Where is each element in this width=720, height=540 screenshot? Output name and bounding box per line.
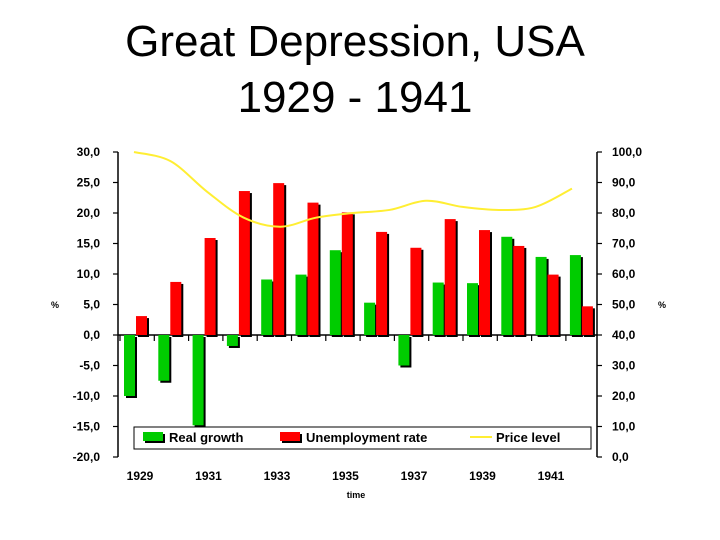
bar-unemployment <box>376 231 388 335</box>
bar-unemployment <box>204 238 216 335</box>
bar-unemployment <box>547 274 559 335</box>
bar-real-growth <box>432 282 444 335</box>
price-level-line <box>133 151 573 228</box>
bar-unemployment <box>170 281 182 335</box>
right-tick-label: 30,0 <box>612 359 636 373</box>
right-tick-label: 0,0 <box>612 450 629 464</box>
bar-unemployment <box>238 191 250 335</box>
x-tick-label: 1941 <box>538 469 565 483</box>
bar-unemployment <box>581 306 593 335</box>
right-tick-label: 70,0 <box>612 237 636 251</box>
bar-real-growth <box>569 255 581 335</box>
bar-real-growth <box>158 335 170 381</box>
right-tick-label: 50,0 <box>612 298 636 312</box>
bar-real-growth <box>364 302 376 335</box>
legend-real-growth-label: Real growth <box>169 430 243 445</box>
bar-unemployment <box>479 230 490 335</box>
bar-unemployment <box>307 202 319 335</box>
legend-unemployment-label: Unemployment rate <box>306 430 427 445</box>
left-tick-label: 5,0 <box>83 298 100 312</box>
x-tick-label: 1933 <box>264 469 291 483</box>
right-tick-label: 100,0 <box>612 145 642 159</box>
x-tick-label: 1931 <box>195 469 222 483</box>
left-tick-label: 20,0 <box>77 206 101 220</box>
left-tick-label: 10,0 <box>77 267 101 281</box>
bar-real-growth <box>329 250 341 335</box>
x-tick-label: 1929 <box>127 469 154 483</box>
labels: 30,0 25,0 20,0 15,0 10,0 5,0 0,0 -5,0 -10,0 -15,0… <box>51 145 666 500</box>
left-tick-label: -10,0 <box>73 389 101 403</box>
bar-real-growth <box>501 236 513 335</box>
left-tick-label: 25,0 <box>77 176 101 190</box>
right-tick-label: 20,0 <box>612 389 636 403</box>
legend-box <box>133 426 592 450</box>
left-tick-label: 0,0 <box>83 328 100 342</box>
bar-real-growth <box>467 283 478 335</box>
bar-real-growth <box>261 279 273 335</box>
left-tick-label: -15,0 <box>73 420 101 434</box>
left-axis-unit: % <box>51 300 59 310</box>
bar-unemployment <box>341 212 353 335</box>
bar-real-growth <box>226 335 238 346</box>
legend: Real growth Unemployment rate Price level <box>133 426 592 450</box>
bar-unemployment <box>410 247 422 335</box>
bar-unemployment <box>444 219 456 335</box>
price-line-group <box>133 151 573 228</box>
bar-real-growth <box>535 256 547 335</box>
legend-real-growth-swatch <box>143 432 163 441</box>
bar-unemployment <box>273 183 285 335</box>
legend-unemployment-swatch <box>280 432 300 441</box>
right-tick-label: 60,0 <box>612 267 636 281</box>
bar-real-growth <box>295 274 307 335</box>
bars <box>124 183 595 428</box>
bar-real-growth <box>398 335 410 366</box>
left-tick-label: -5,0 <box>79 359 100 373</box>
x-tick-label: 1937 <box>401 469 428 483</box>
right-tick-label: 90,0 <box>612 176 636 190</box>
title-line-1: Great Depression, USA <box>125 17 585 66</box>
right-tick-label: 10,0 <box>612 420 636 434</box>
left-tick-label: 30,0 <box>77 145 101 159</box>
left-tick-label: 15,0 <box>77 237 101 251</box>
legend-price-level-label: Price level <box>496 430 560 445</box>
x-tick-label: 1935 <box>332 469 359 483</box>
x-tick-label: 1939 <box>469 469 496 483</box>
title-line-2: 1929 - 1941 <box>237 73 473 122</box>
right-axis-unit: % <box>658 300 666 310</box>
right-tick-label: 80,0 <box>612 206 636 220</box>
axes <box>113 151 602 458</box>
bar-real-growth <box>124 335 135 396</box>
right-tick-label: 40,0 <box>612 328 636 342</box>
bar-real-growth <box>192 335 204 426</box>
bar-unemployment <box>513 245 525 335</box>
bar-unemployment <box>136 316 147 335</box>
left-tick-label: -20,0 <box>73 450 101 464</box>
x-axis-title: time <box>347 490 366 500</box>
